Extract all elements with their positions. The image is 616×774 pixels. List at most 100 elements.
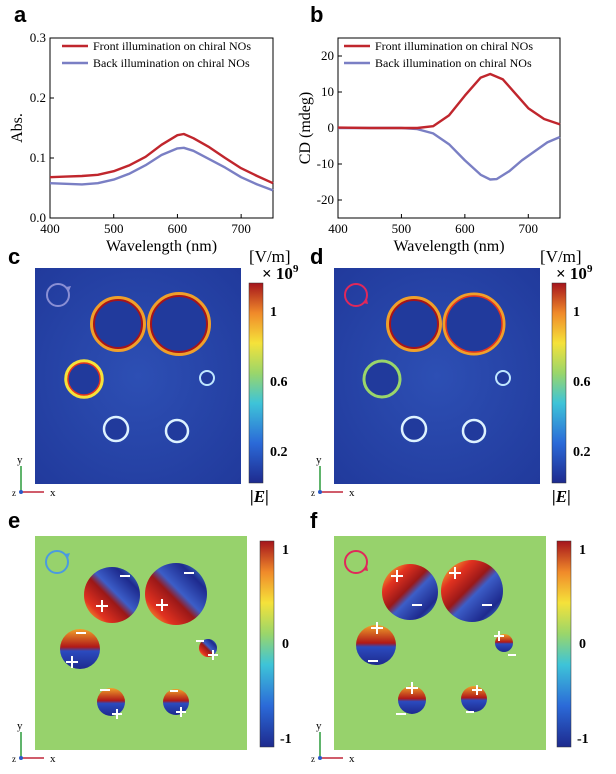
x-axis-label: Wavelength (nm) — [393, 238, 504, 255]
chart-b: 400 500 600 700 -20 -10 0 10 20 Wavelength (nm) CD… — [297, 37, 561, 255]
legend-label: Front illumination on chiral NOs — [93, 39, 251, 53]
field-map-c — [35, 268, 241, 484]
y-tick-label: 0 — [328, 120, 335, 135]
x-axis-label: Wavelength (nm) — [106, 238, 217, 255]
svg-text:z: z — [12, 754, 16, 764]
nano-disk — [398, 686, 426, 714]
axis-triad-e: y x z — [12, 720, 56, 765]
colorbar-e: 1 0 -1 — [259, 540, 292, 748]
svg-text:z: z — [12, 488, 16, 498]
nano-disk — [362, 359, 402, 399]
svg-text:x: x — [50, 487, 56, 499]
colorbar-tick: 0 — [579, 637, 586, 652]
nano-disk — [147, 292, 211, 356]
colorbar-tick: 1 — [573, 305, 580, 320]
nano-disk — [461, 686, 487, 712]
nano-disk — [382, 564, 438, 620]
series-line-back — [338, 126, 561, 181]
y-tick-label: 0.2 — [30, 90, 46, 105]
circularly-polarized-arrow-icon — [45, 550, 70, 574]
panel-label-b: b — [310, 2, 323, 27]
nano-disk — [145, 563, 207, 625]
svg-text:y: y — [17, 454, 23, 466]
svg-text:x: x — [50, 753, 56, 765]
panel-label-d: d — [310, 244, 323, 269]
colorbar-f: 1 0 -1 — [556, 540, 589, 748]
circularly-polarized-arrow-icon — [344, 550, 368, 574]
colorbar-unit: [V/m] — [540, 247, 582, 266]
panel-label-e: e — [8, 508, 20, 533]
nano-disk — [102, 415, 130, 443]
nano-disk — [495, 370, 511, 386]
field-map-d — [334, 268, 540, 484]
legend-label: Front illumination on chiral NOs — [375, 39, 533, 53]
nano-disk — [461, 418, 487, 444]
svg-text:y: y — [316, 720, 322, 732]
y-tick-label: 0.1 — [30, 150, 46, 165]
colorbar-tick: 0.2 — [573, 445, 591, 460]
x-tick-label: 500 — [104, 221, 124, 236]
colorbar-quantity: |E| — [552, 487, 571, 506]
svg-text:x: x — [349, 487, 355, 499]
x-tick-label: 600 — [455, 221, 475, 236]
nano-disk — [97, 688, 125, 716]
y-tick-label: 0.0 — [30, 210, 46, 225]
nano-disk — [441, 560, 503, 622]
colorbar-tick: -1 — [280, 732, 292, 747]
series-line-front — [49, 132, 274, 185]
x-tick-label: 400 — [328, 221, 348, 236]
x-tick-label: 700 — [231, 221, 251, 236]
nano-disk — [356, 625, 396, 665]
svg-text:x: x — [349, 753, 355, 765]
y-axis-label: Abs. — [9, 113, 26, 143]
charge-signs — [368, 567, 516, 715]
axis-triad-d: y x z — [311, 454, 355, 499]
colorbar-scale: × 109 — [262, 263, 299, 283]
circularly-polarized-arrow-icon — [46, 283, 71, 307]
axis-triad-f: y x z — [311, 720, 355, 765]
nano-disk — [64, 359, 104, 399]
panel-label-a: a — [14, 2, 27, 27]
colorbar-tick: 0.2 — [270, 445, 288, 460]
nano-disk — [164, 418, 190, 444]
charge-signs — [66, 572, 218, 719]
y-tick-label: 20 — [321, 48, 334, 63]
y-tick-label: 10 — [321, 84, 334, 99]
colorbar-tick: 1 — [579, 543, 586, 558]
colorbar-tick: 0.6 — [270, 375, 288, 390]
nano-disk — [163, 689, 189, 715]
plot-frame — [49, 37, 274, 219]
colorbar-scale: × 109 — [556, 263, 593, 283]
nano-disk — [386, 296, 442, 352]
colorbar-tick: 0 — [282, 637, 289, 652]
nano-disk — [60, 629, 100, 669]
colorbar-d: [V/m] × 109 1 0.6 0.2 |E| — [540, 247, 593, 506]
svg-text:y: y — [316, 454, 322, 466]
colorbar-c: [V/m] × 109 1 0.6 0.2 |E| — [248, 247, 299, 506]
colorbar-quantity: |E| — [250, 487, 269, 506]
x-tick-label: 400 — [40, 221, 60, 236]
y-tick-label: -10 — [317, 156, 334, 171]
nano-disk — [90, 296, 146, 352]
legend-label: Back illumination on chiral NOs — [375, 56, 532, 70]
legend-label: Back illumination on chiral NOs — [93, 56, 250, 70]
charge-map-e — [35, 536, 247, 750]
nano-disk — [442, 292, 506, 356]
colorbar-tick: 0.6 — [573, 375, 591, 390]
y-tick-label: -20 — [317, 192, 334, 207]
x-tick-label: 600 — [168, 221, 188, 236]
chart-a: 400 500 600 700 0.0 0.1 0.2 0.3 Wavelength (nm) A… — [9, 30, 274, 255]
svg-text:z: z — [311, 488, 315, 498]
colorbar-tick: -1 — [577, 732, 589, 747]
svg-text:z: z — [311, 754, 315, 764]
series-line-back — [49, 146, 274, 192]
axis-triad-c: y x z — [12, 454, 56, 499]
svg-text:y: y — [17, 720, 23, 732]
nano-disk — [400, 415, 428, 443]
panel-label-c: c — [8, 244, 20, 269]
series-line-front — [337, 72, 561, 130]
y-axis-label: CD (mdeg) — [297, 92, 314, 164]
x-tick-label: 500 — [392, 221, 412, 236]
colorbar-tick: 1 — [270, 305, 277, 320]
